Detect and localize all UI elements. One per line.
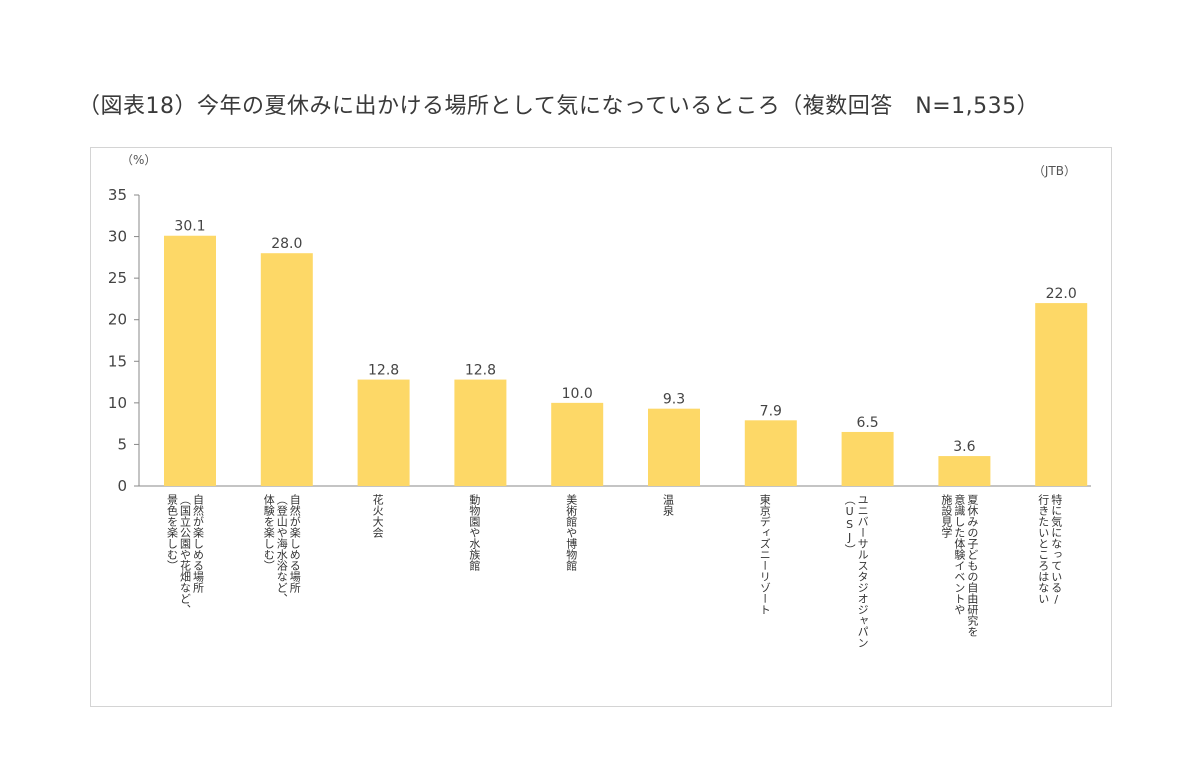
y-tick-label: 15 xyxy=(108,352,127,370)
y-tick-label: 30 xyxy=(108,228,127,246)
y-tick-label: 5 xyxy=(117,435,127,453)
bar xyxy=(1035,303,1088,486)
category-label: 夏休みの子どもの自由研究を xyxy=(966,494,979,637)
y-tick-label: 0 xyxy=(117,477,127,495)
bar-chart: （%）（JTB）0510152025303530.1自然が楽しめる場所（国立公園… xyxy=(108,153,1091,648)
bar-value-label: 3.6 xyxy=(953,439,975,455)
bar-value-label: 6.5 xyxy=(856,415,878,431)
bar xyxy=(357,379,410,486)
source-label: （JTB） xyxy=(1033,164,1076,178)
bar xyxy=(744,420,797,486)
bar-value-label: 12.8 xyxy=(368,363,399,379)
bar xyxy=(551,402,604,486)
category-label: 自然が楽しめる場所 xyxy=(192,494,205,594)
category-label: 行きたいところはない xyxy=(1037,494,1050,604)
chart-title: （図表18）今年の夏休みに出かける場所として気になっているところ（複数回答 N=… xyxy=(78,94,1040,119)
bar xyxy=(938,456,991,486)
bar-value-label: 12.8 xyxy=(465,363,496,379)
y-tick-label: 20 xyxy=(108,311,127,329)
bar xyxy=(454,379,507,486)
category-label: （国立公園や花畑など、 xyxy=(179,494,192,615)
y-tick-label: 25 xyxy=(108,269,127,287)
category-label: 特に気になっている/ xyxy=(1050,493,1063,606)
category-label: ユニバーサルスタジオジャパン xyxy=(856,494,869,648)
category-label: 自然が楽しめる場所 xyxy=(288,494,301,594)
bar-value-label: 28.0 xyxy=(271,236,302,252)
category-label: 美術館や博物館 xyxy=(565,494,578,572)
bar-value-label: 10.0 xyxy=(562,386,593,402)
bar-value-label: 9.3 xyxy=(663,392,685,408)
chart-panel: （%） （JTB） 0 5 10 15 20 25 30 35 30.1 自然が楽しめる場所 （国立公園… xyxy=(90,147,1112,707)
category-label: 温泉 xyxy=(662,494,675,516)
category-label: 東京ディズニーリゾート xyxy=(758,494,771,615)
category-label: （登山や海水浴など、 xyxy=(275,494,288,604)
bar-value-label: 30.1 xyxy=(174,219,205,235)
bar-value-label: 7.9 xyxy=(760,403,782,419)
bar-value-label: 22.0 xyxy=(1046,286,1077,302)
bar xyxy=(841,431,894,486)
y-axis-unit-label: （%） xyxy=(121,153,156,167)
category-label: 花火大会 xyxy=(371,494,384,538)
category-label: 施設見学 xyxy=(940,494,953,538)
bar xyxy=(260,253,313,486)
bar xyxy=(648,408,700,486)
category-label: 動物園や水族館 xyxy=(468,493,481,572)
category-label: 体験を楽しむ） xyxy=(262,493,275,571)
bar xyxy=(164,235,216,486)
y-tick-label: 35 xyxy=(108,186,127,204)
category-label: 景色を楽しむ） xyxy=(166,494,179,571)
category-label: 意識した体験イベントや xyxy=(953,493,966,615)
category-label: （USJ） xyxy=(843,494,856,555)
y-tick-label: 10 xyxy=(108,394,127,412)
